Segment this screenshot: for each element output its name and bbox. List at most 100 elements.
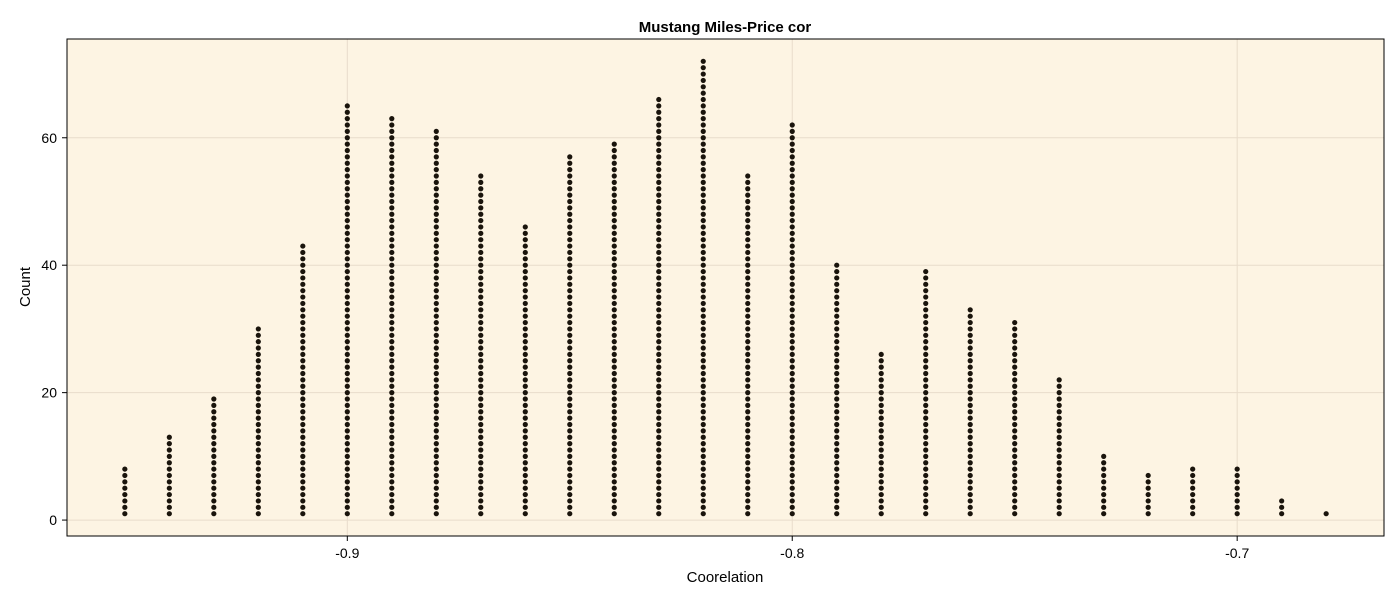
- data-point: [1323, 511, 1329, 517]
- data-point: [344, 103, 350, 109]
- data-point: [522, 396, 528, 402]
- data-point: [611, 313, 617, 319]
- data-point: [611, 491, 617, 498]
- data-point: [1101, 485, 1107, 491]
- data-point: [1012, 390, 1018, 396]
- data-point: [389, 460, 395, 466]
- data-point: [211, 511, 217, 517]
- data-point: [923, 300, 929, 307]
- data-point: [878, 441, 884, 447]
- data-point: [478, 332, 484, 338]
- data-point: [923, 326, 929, 332]
- data-point: [834, 491, 840, 498]
- data-point: [389, 294, 395, 300]
- data-point: [478, 370, 484, 377]
- data-point: [789, 491, 795, 498]
- data-point: [878, 415, 884, 421]
- data-point: [567, 447, 573, 453]
- data-point: [1012, 383, 1018, 389]
- data-point: [923, 479, 929, 485]
- data-point: [611, 256, 617, 262]
- data-point: [789, 453, 795, 459]
- data-point: [300, 415, 306, 421]
- data-point: [478, 173, 484, 179]
- data-point: [433, 288, 439, 294]
- data-point: [745, 351, 751, 358]
- data-point: [656, 135, 662, 141]
- data-point: [745, 421, 751, 428]
- data-point: [389, 511, 395, 517]
- data-point: [611, 205, 617, 211]
- data-points: [122, 58, 1329, 517]
- data-point: [1012, 319, 1018, 326]
- data-point: [923, 345, 929, 351]
- data-point: [300, 249, 306, 256]
- data-point: [433, 339, 439, 345]
- data-point: [700, 198, 706, 205]
- data-point: [344, 237, 350, 243]
- data-point: [1056, 504, 1062, 510]
- data-point: [789, 396, 795, 402]
- data-point: [656, 147, 662, 154]
- data-point: [789, 498, 795, 504]
- data-point: [433, 485, 439, 491]
- data-point: [522, 319, 528, 326]
- data-point: [522, 415, 528, 421]
- data-point: [255, 339, 261, 345]
- data-point: [878, 409, 884, 415]
- data-point: [344, 294, 350, 300]
- data-point: [1012, 351, 1018, 358]
- data-point: [967, 479, 973, 485]
- data-point: [211, 498, 217, 504]
- data-point: [389, 154, 395, 160]
- data-point: [122, 498, 128, 504]
- data-point: [611, 466, 617, 472]
- data-point: [389, 326, 395, 332]
- data-point: [1056, 466, 1062, 472]
- data-point: [433, 326, 439, 332]
- data-point: [1190, 466, 1196, 472]
- data-point: [656, 205, 662, 211]
- data-point: [567, 498, 573, 504]
- data-point: [656, 217, 662, 224]
- data-point: [700, 103, 706, 109]
- data-point: [789, 230, 795, 236]
- data-point: [300, 434, 306, 440]
- data-point: [122, 472, 128, 479]
- data-point: [478, 428, 484, 434]
- data-point: [522, 332, 528, 338]
- data-point: [344, 275, 350, 281]
- data-point: [834, 511, 840, 517]
- data-point: [433, 205, 439, 211]
- data-point: [611, 498, 617, 504]
- data-point: [745, 472, 751, 479]
- data-point: [923, 491, 929, 498]
- data-point: [522, 307, 528, 313]
- data-point: [389, 453, 395, 459]
- data-point: [300, 453, 306, 459]
- data-point: [745, 364, 751, 370]
- data-point: [389, 377, 395, 383]
- data-point: [300, 485, 306, 491]
- data-point: [789, 243, 795, 249]
- data-point: [656, 116, 662, 122]
- data-point: [389, 485, 395, 491]
- data-point: [656, 294, 662, 300]
- data-point: [389, 370, 395, 377]
- data-point: [611, 428, 617, 434]
- data-point: [700, 511, 706, 517]
- data-point: [389, 434, 395, 440]
- data-point: [656, 186, 662, 192]
- data-point: [656, 441, 662, 447]
- data-point: [967, 485, 973, 491]
- data-point: [389, 217, 395, 224]
- data-point: [1012, 511, 1018, 517]
- data-point: [344, 332, 350, 338]
- data-point: [967, 447, 973, 453]
- data-point: [745, 491, 751, 498]
- data-point: [255, 332, 261, 338]
- data-point: [611, 479, 617, 485]
- data-point: [611, 179, 617, 185]
- data-point: [745, 339, 751, 345]
- data-point: [878, 479, 884, 485]
